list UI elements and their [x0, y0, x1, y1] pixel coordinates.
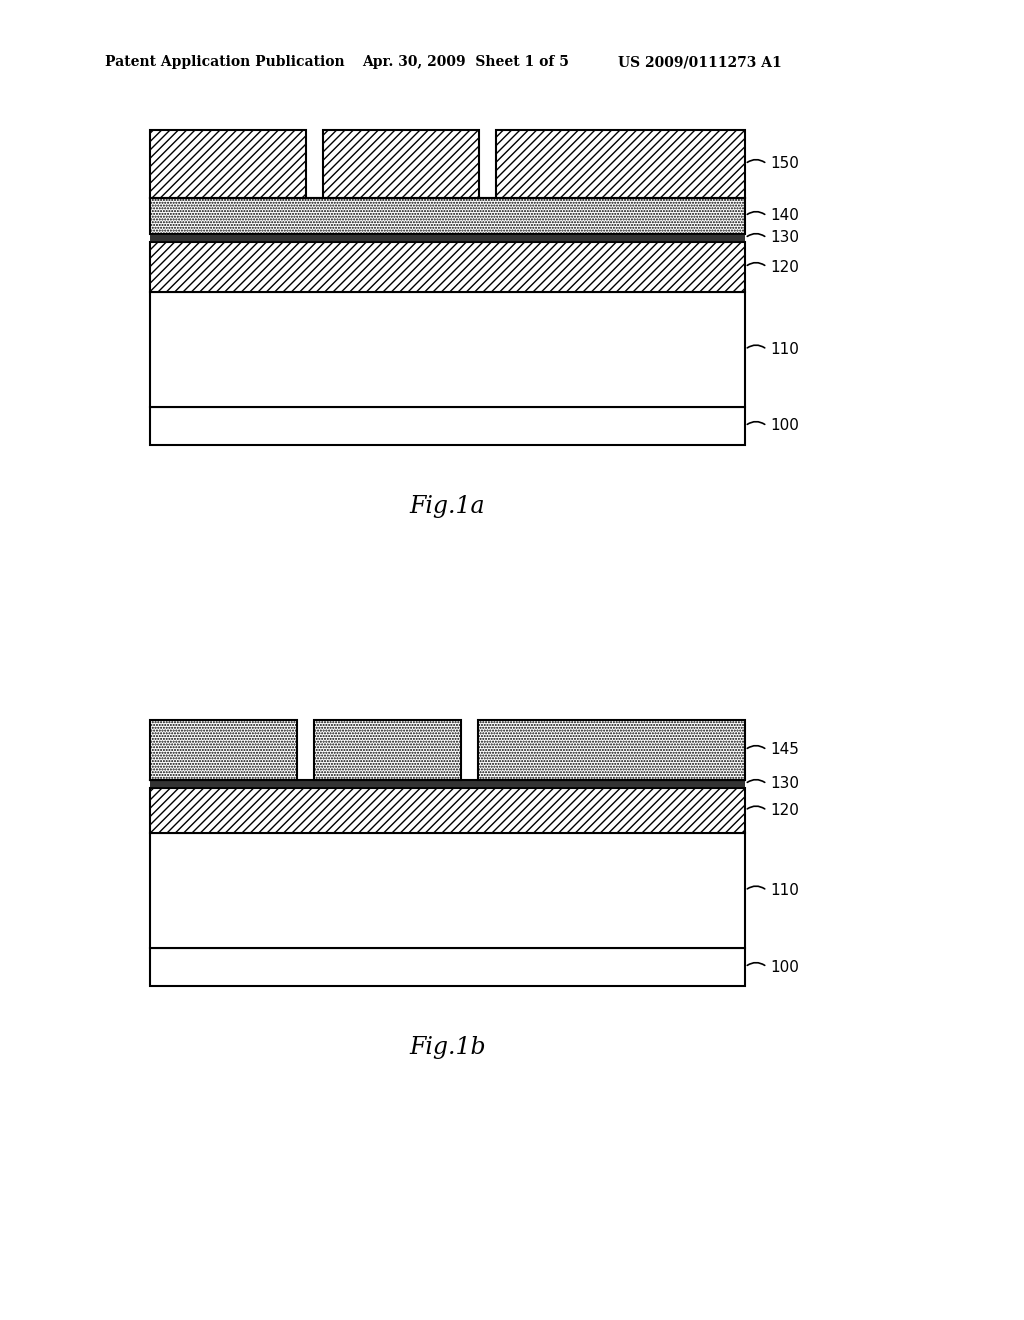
Text: 130: 130	[770, 776, 799, 792]
Bar	[478, 719, 745, 780]
Bar	[150, 129, 306, 198]
Bar	[150, 234, 745, 242]
Text: 120: 120	[770, 260, 799, 275]
Bar	[150, 719, 297, 780]
Text: 120: 120	[770, 803, 799, 818]
Bar	[150, 780, 745, 788]
Text: Patent Application Publication: Patent Application Publication	[105, 55, 345, 69]
Bar	[314, 719, 461, 780]
Bar	[150, 129, 306, 198]
Bar	[150, 719, 297, 780]
Text: 140: 140	[770, 209, 799, 223]
Bar	[323, 129, 479, 198]
Bar	[150, 242, 745, 292]
Bar	[478, 719, 745, 780]
Bar	[150, 788, 745, 833]
Text: 110: 110	[770, 883, 799, 898]
Bar	[150, 948, 745, 986]
Text: 100: 100	[770, 960, 799, 974]
Text: 130: 130	[770, 231, 799, 246]
Bar	[314, 719, 461, 780]
Text: US 2009/0111273 A1: US 2009/0111273 A1	[618, 55, 781, 69]
Text: Fig.1b: Fig.1b	[410, 1036, 485, 1059]
Bar	[150, 198, 745, 234]
Text: 110: 110	[770, 342, 799, 356]
Bar	[150, 833, 745, 948]
Text: 145: 145	[770, 742, 799, 758]
Bar	[496, 129, 745, 198]
Bar	[150, 198, 745, 234]
Bar	[150, 292, 745, 407]
Text: 100: 100	[770, 418, 799, 433]
Bar	[496, 129, 745, 198]
Bar	[150, 407, 745, 445]
Bar	[150, 242, 745, 292]
Bar	[323, 129, 479, 198]
Text: Fig.1a: Fig.1a	[410, 495, 485, 517]
Text: Apr. 30, 2009  Sheet 1 of 5: Apr. 30, 2009 Sheet 1 of 5	[362, 55, 569, 69]
Text: 150: 150	[770, 157, 799, 172]
Bar	[150, 788, 745, 833]
